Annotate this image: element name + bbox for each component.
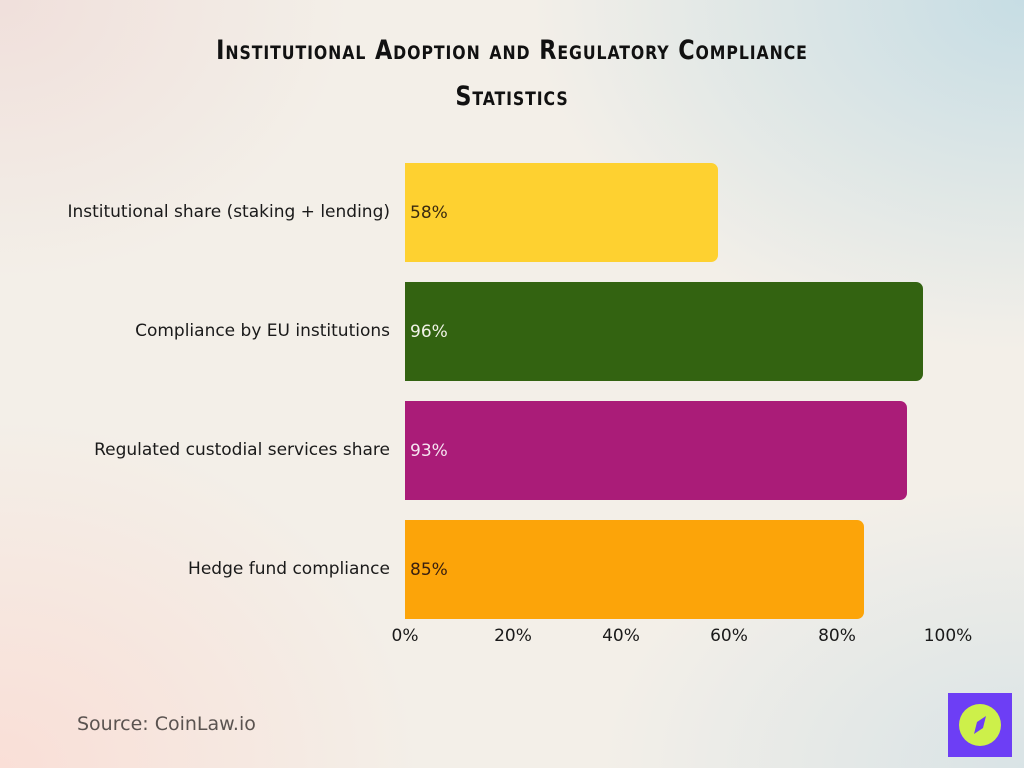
bar-hedge-fund-compliance: 85% (405, 520, 864, 619)
category-label: Regulated custodial services share (94, 440, 390, 460)
chart-title-line-1: Institutional Adoption and Regulatory Co… (216, 35, 808, 66)
chart-title-line-2: Statistics (455, 81, 569, 112)
compass-icon (974, 716, 986, 734)
category-label: Compliance by EU institutions (135, 321, 390, 341)
bar-value-label: 96% (410, 321, 448, 342)
x-tick: 40% (602, 626, 640, 646)
bar-value-label: 58% (410, 202, 448, 223)
x-tick: 20% (494, 626, 532, 646)
x-tick: 60% (710, 626, 748, 646)
bar-eu-compliance: 96% (405, 282, 924, 381)
coinlaw-logo (948, 693, 1012, 757)
x-tick: 80% (818, 626, 856, 646)
category-label: Hedge fund compliance (188, 559, 390, 579)
source-credit: Source: CoinLaw.io (77, 713, 256, 735)
category-label: Institutional share (staking + lending) (67, 202, 390, 222)
bar-institutional-share: 58% (405, 163, 719, 262)
bar-value-label: 93% (410, 440, 448, 461)
x-tick: 0% (391, 626, 419, 646)
bar-value-label: 85% (410, 559, 448, 580)
bar-custodial-services: 93% (405, 401, 908, 500)
logo-circle (959, 704, 1001, 746)
x-tick: 100% (923, 626, 973, 646)
chart-title: Institutional Adoption and Regulatory Co… (41, 28, 983, 120)
